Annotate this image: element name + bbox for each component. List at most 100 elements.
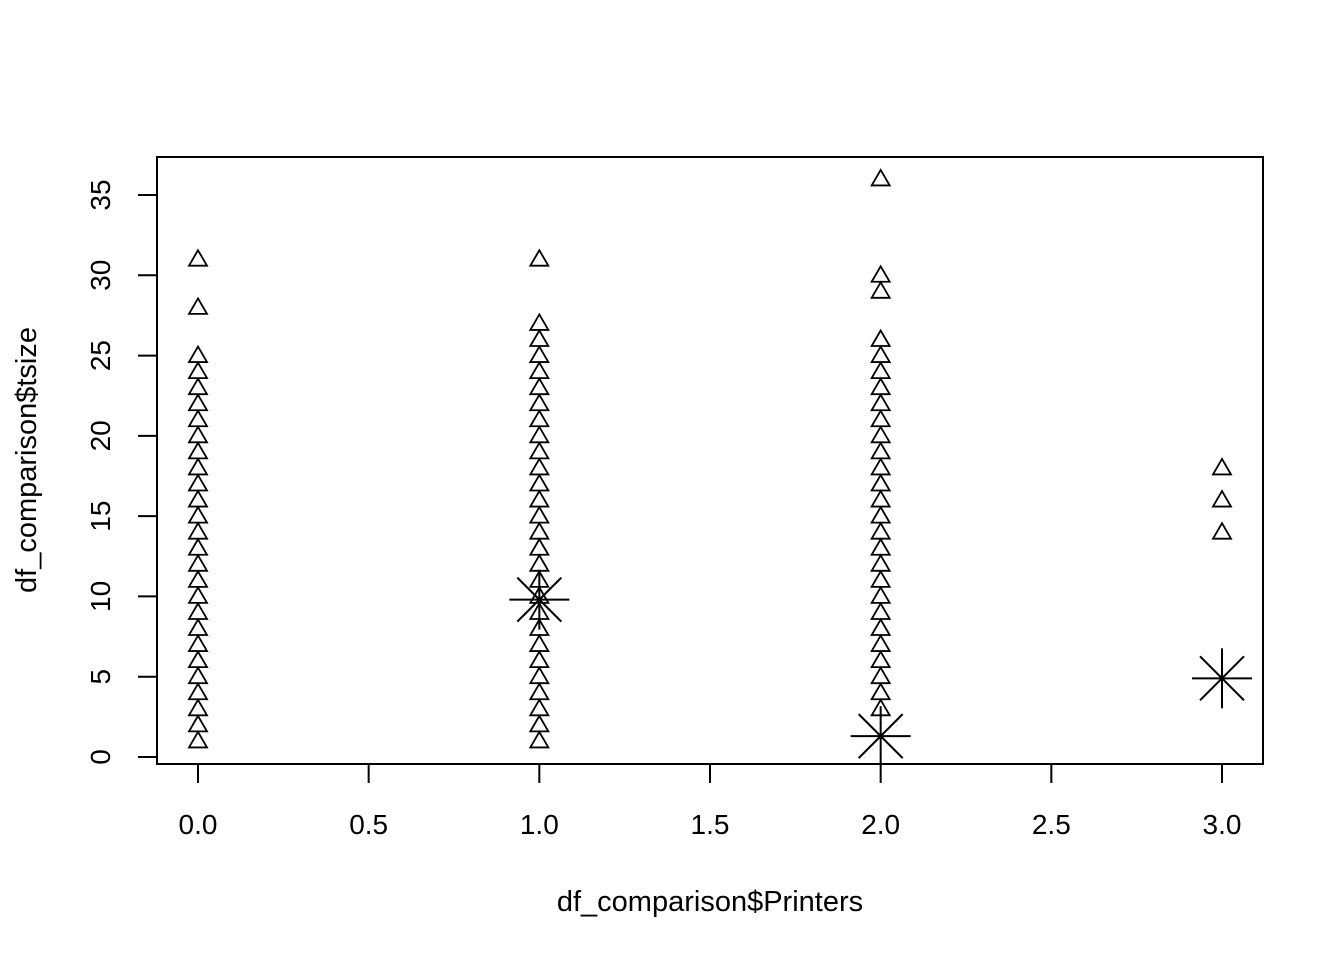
triangle-point <box>187 360 209 380</box>
x-tick-label: 0.5 <box>349 809 388 840</box>
y-tick-label: 20 <box>85 420 116 451</box>
x-tick-label: 2.5 <box>1032 809 1071 840</box>
triangle-point <box>870 521 892 540</box>
triangle-point <box>1211 521 1233 540</box>
triangle-point <box>870 585 892 604</box>
y-tick-label: 5 <box>85 669 116 685</box>
triangle-point <box>187 665 209 685</box>
triangle-point <box>870 328 892 347</box>
triangle-point <box>870 649 892 669</box>
x-tick-label: 3.0 <box>1203 809 1242 840</box>
triangle-point <box>187 376 209 396</box>
triangle-point <box>870 681 892 701</box>
triangle-point <box>187 425 209 444</box>
triangle-point <box>528 505 550 524</box>
triangle-point <box>870 264 892 283</box>
triangle-point <box>187 505 209 524</box>
triangle-point <box>187 714 209 733</box>
triangle-point <box>870 505 892 524</box>
triangle-point <box>528 392 550 412</box>
triangle-point <box>870 617 892 636</box>
triangle-point <box>870 473 892 492</box>
triangle-point <box>528 457 550 476</box>
triangle-point <box>870 457 892 476</box>
y-tick-label: 10 <box>85 581 116 612</box>
triangle-point <box>187 698 209 717</box>
triangle-point <box>528 553 550 572</box>
triangle-point <box>1211 489 1233 508</box>
triangle-point <box>528 376 550 396</box>
triangle-point <box>187 441 209 460</box>
triangle-point <box>528 617 550 636</box>
y-tick-label: 25 <box>85 340 116 371</box>
triangle-point <box>187 489 209 508</box>
triangle-point <box>187 601 209 620</box>
triangle-point <box>187 633 209 652</box>
triangle-point <box>528 441 550 460</box>
x-tick-label: 0.0 <box>179 809 218 840</box>
triangle-point <box>870 553 892 572</box>
triangle-point <box>1211 457 1233 476</box>
triangle-point <box>870 392 892 412</box>
triangle-point <box>870 665 892 685</box>
triangle-point <box>187 248 209 267</box>
asterisk-point <box>850 706 911 767</box>
triangle-point <box>187 296 209 315</box>
triangle-point <box>528 665 550 685</box>
triangle-point <box>870 409 892 428</box>
x-tick-label: 2.0 <box>861 809 900 840</box>
asterisk-point <box>509 569 570 630</box>
triangle-point <box>187 537 209 556</box>
triangle-point <box>187 392 209 412</box>
y-axis: 0 5 10 15 20 25 30 35 <box>85 179 158 765</box>
x-axis-label: df_comparison$Printers <box>557 886 863 918</box>
triangle-point <box>528 698 550 717</box>
triangle-point <box>870 344 892 363</box>
plot-frame <box>156 156 1264 765</box>
y-tick-label: 0 <box>85 749 116 765</box>
triangle-point <box>528 633 550 652</box>
triangle-point <box>870 489 892 508</box>
asterisk-point <box>1192 648 1252 709</box>
triangle-point <box>528 344 550 363</box>
triangle-point <box>187 553 209 572</box>
triangle-point <box>528 521 550 540</box>
triangle-point <box>870 441 892 460</box>
triangle-point <box>528 681 550 701</box>
triangle-point <box>187 521 209 540</box>
triangle-point <box>870 376 892 396</box>
triangle-point <box>187 409 209 428</box>
triangle-point <box>528 714 550 733</box>
triangle-point <box>528 489 550 508</box>
triangle-point <box>528 312 550 331</box>
triangle-point <box>528 473 550 492</box>
triangle-point <box>870 360 892 380</box>
triangle-point <box>528 425 550 444</box>
y-tick-label: 35 <box>85 179 116 210</box>
x-tick-label: 1.5 <box>691 809 730 840</box>
triangle-point <box>870 168 892 187</box>
triangle-point <box>187 457 209 476</box>
data-points <box>187 168 1252 767</box>
x-tick-label: 1.0 <box>520 809 559 840</box>
triangle-point <box>528 409 550 428</box>
y-tick-label: 30 <box>85 260 116 291</box>
triangle-point <box>528 537 550 556</box>
y-axis-label: df_comparison$tsize <box>11 327 43 593</box>
triangle-point <box>870 601 892 620</box>
triangle-point <box>870 537 892 556</box>
triangle-point <box>870 633 892 652</box>
triangle-point <box>528 730 550 749</box>
x-axis: 0.0 0.5 1.0 1.5 2.0 2.5 3.0 <box>179 763 1242 840</box>
triangle-point <box>870 425 892 444</box>
triangle-point <box>187 344 209 363</box>
triangle-point <box>528 360 550 380</box>
y-tick-label: 15 <box>85 501 116 532</box>
triangle-point <box>528 328 550 347</box>
triangle-point <box>187 730 209 749</box>
triangle-point <box>187 617 209 636</box>
triangle-point <box>187 649 209 669</box>
triangle-point <box>187 473 209 492</box>
triangle-point <box>528 649 550 669</box>
